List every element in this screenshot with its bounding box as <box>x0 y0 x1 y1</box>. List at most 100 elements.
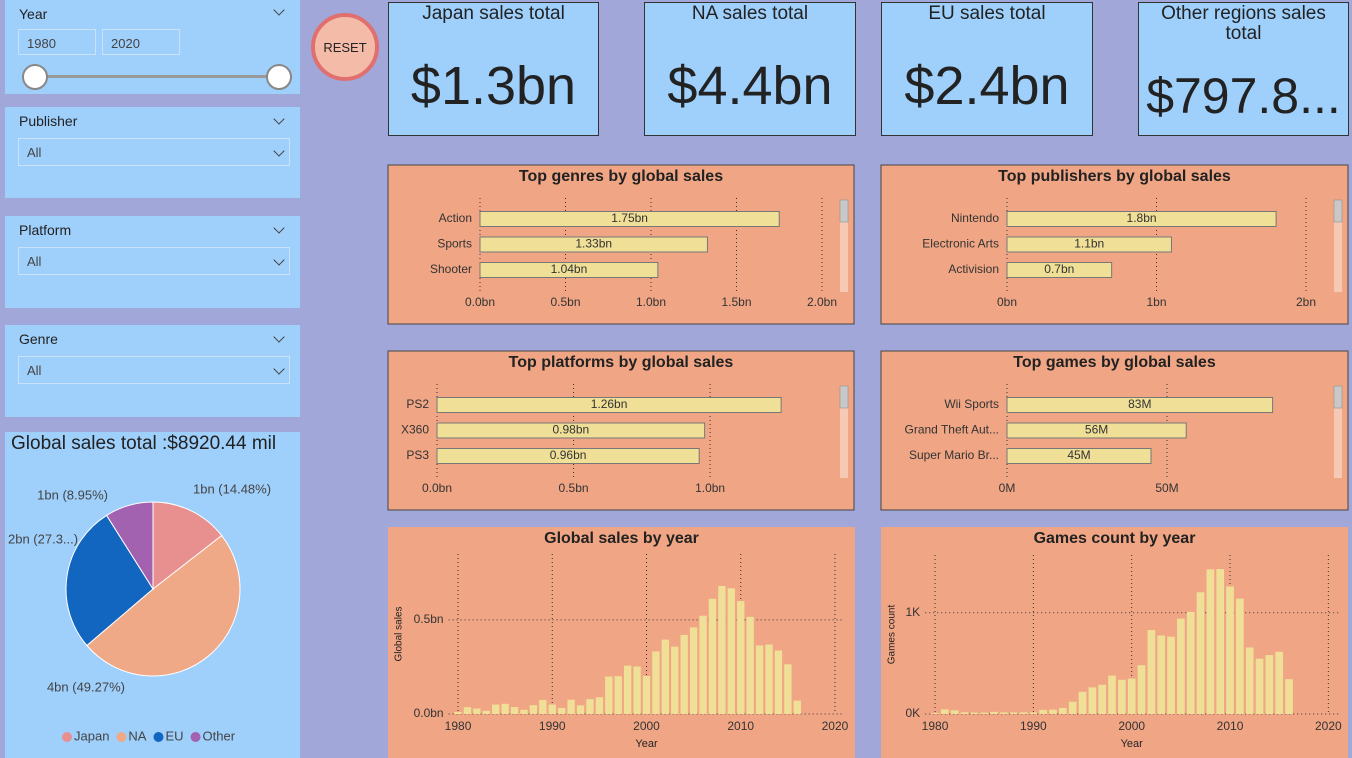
bar <box>1006 448 1152 464</box>
data-label: 83M <box>1128 397 1151 411</box>
scrollbar-thumb <box>839 199 849 223</box>
bar <box>1236 598 1244 714</box>
x-tick-label: 1990 <box>539 719 566 733</box>
publisher-slicer: Publisher All <box>5 107 300 198</box>
data-label: 0.96bn <box>550 448 587 462</box>
y-tick-label: Activision <box>948 262 999 276</box>
legend-marker <box>190 732 201 742</box>
kpi-card: NA sales total $4.4bn <box>644 2 856 136</box>
year-to[interactable]: 2020 <box>102 29 180 55</box>
x-tick-label: 0.0bn <box>465 295 495 309</box>
data-label: 0.7bn <box>1044 262 1074 276</box>
kpi-value: $1.3bn <box>410 56 577 116</box>
bar <box>652 651 660 714</box>
y-tick-label: Nintendo <box>951 211 999 225</box>
x-axis-title: Year <box>635 738 658 750</box>
bar <box>567 699 575 714</box>
chart-title: Top genres by global sales <box>519 168 723 185</box>
data-label: 2bn (27.3...) <box>8 531 78 546</box>
y-tick-label: 1K <box>906 605 921 619</box>
chart-title: Global sales total :$8920.44 mil <box>11 433 276 454</box>
x-tick-label: 1.5bn <box>721 295 751 309</box>
slider-handle[interactable] <box>22 64 48 90</box>
scrollbar <box>1334 386 1342 478</box>
bar <box>990 711 998 714</box>
x-tick-label: 50M <box>1155 481 1178 495</box>
bar <box>1226 586 1234 714</box>
data-label: 1.75bn <box>611 211 648 225</box>
bar <box>1196 592 1205 714</box>
reset-button[interactable]: RESET <box>311 13 379 81</box>
chevron[interactable] <box>273 222 285 234</box>
dropdown[interactable]: All <box>18 247 290 275</box>
x-tick-label: 1.0bn <box>695 481 725 495</box>
data-label: 1.26bn <box>591 397 628 411</box>
x-tick-label: 2020 <box>1315 719 1342 733</box>
chart-panel <box>388 527 855 758</box>
kpi-title: Other regions sales total <box>1161 3 1326 44</box>
bar <box>642 675 651 714</box>
bar <box>699 615 707 714</box>
bar <box>1098 684 1107 714</box>
bar <box>680 634 688 714</box>
x-tick-label: 2000 <box>633 719 660 733</box>
chart-title: Games count by year <box>1034 530 1196 547</box>
x-tick-label: 1980 <box>445 719 472 733</box>
dropdown[interactable]: All <box>18 138 290 166</box>
bar <box>1216 569 1225 714</box>
scrollbar <box>840 386 848 478</box>
y-axis-title: Global sales <box>394 606 405 661</box>
bar <box>960 712 969 714</box>
bar <box>708 598 717 714</box>
legend-marker <box>116 732 127 742</box>
bar <box>454 711 462 714</box>
chevron[interactable] <box>273 4 285 16</box>
legend-label: EU <box>165 728 183 743</box>
chart-title: Top publishers by global sales <box>998 168 1231 185</box>
chevron[interactable] <box>273 113 285 125</box>
kpi-value: $4.4bn <box>667 56 833 116</box>
x-tick-label: 2020 <box>822 719 849 733</box>
bar <box>614 676 622 714</box>
bar <box>1147 630 1156 714</box>
scrollbar <box>1334 200 1342 292</box>
bar <box>558 707 566 714</box>
bar <box>1006 262 1113 278</box>
bar <box>746 616 754 714</box>
x-tick-label: 2000 <box>1118 719 1145 733</box>
scrollbar-thumb <box>839 385 849 409</box>
bar <box>1206 569 1215 714</box>
slicer-title: Genre <box>19 331 58 347</box>
year-from[interactable]: 1980 <box>18 29 96 55</box>
bar <box>1078 691 1087 714</box>
bar <box>605 676 613 714</box>
bar <box>1059 707 1067 714</box>
bar <box>1157 635 1166 714</box>
dropdown[interactable]: All <box>18 356 290 384</box>
bar <box>718 586 726 714</box>
y-tick-label: Grand Theft Aut... <box>905 423 1000 437</box>
bar <box>1000 712 1008 714</box>
bar <box>1137 665 1146 714</box>
bar <box>482 710 490 714</box>
slider-handle[interactable] <box>266 64 292 90</box>
kpi-card: EU sales total $2.4bn <box>881 2 1093 136</box>
pie-slice <box>105 501 154 591</box>
x-axis-title: Year <box>1121 738 1144 750</box>
data-label: 56M <box>1085 423 1108 437</box>
data-label: 1bn (14.48%) <box>193 481 271 496</box>
bar <box>970 712 979 714</box>
bar <box>1285 679 1293 714</box>
bar <box>784 664 792 714</box>
bar <box>1245 647 1254 714</box>
pie-slice <box>152 501 223 591</box>
x-tick-label: 0.5bn <box>550 295 580 309</box>
x-tick-label: 0bn <box>997 295 1017 309</box>
legend-label: Japan <box>74 728 109 743</box>
x-tick-label: 1980 <box>922 719 949 733</box>
y-axis-title: Games count <box>887 605 898 665</box>
bar <box>479 262 659 278</box>
x-tick-label: 2bn <box>1296 295 1316 309</box>
chevron[interactable] <box>273 331 285 343</box>
bar <box>1019 712 1028 714</box>
